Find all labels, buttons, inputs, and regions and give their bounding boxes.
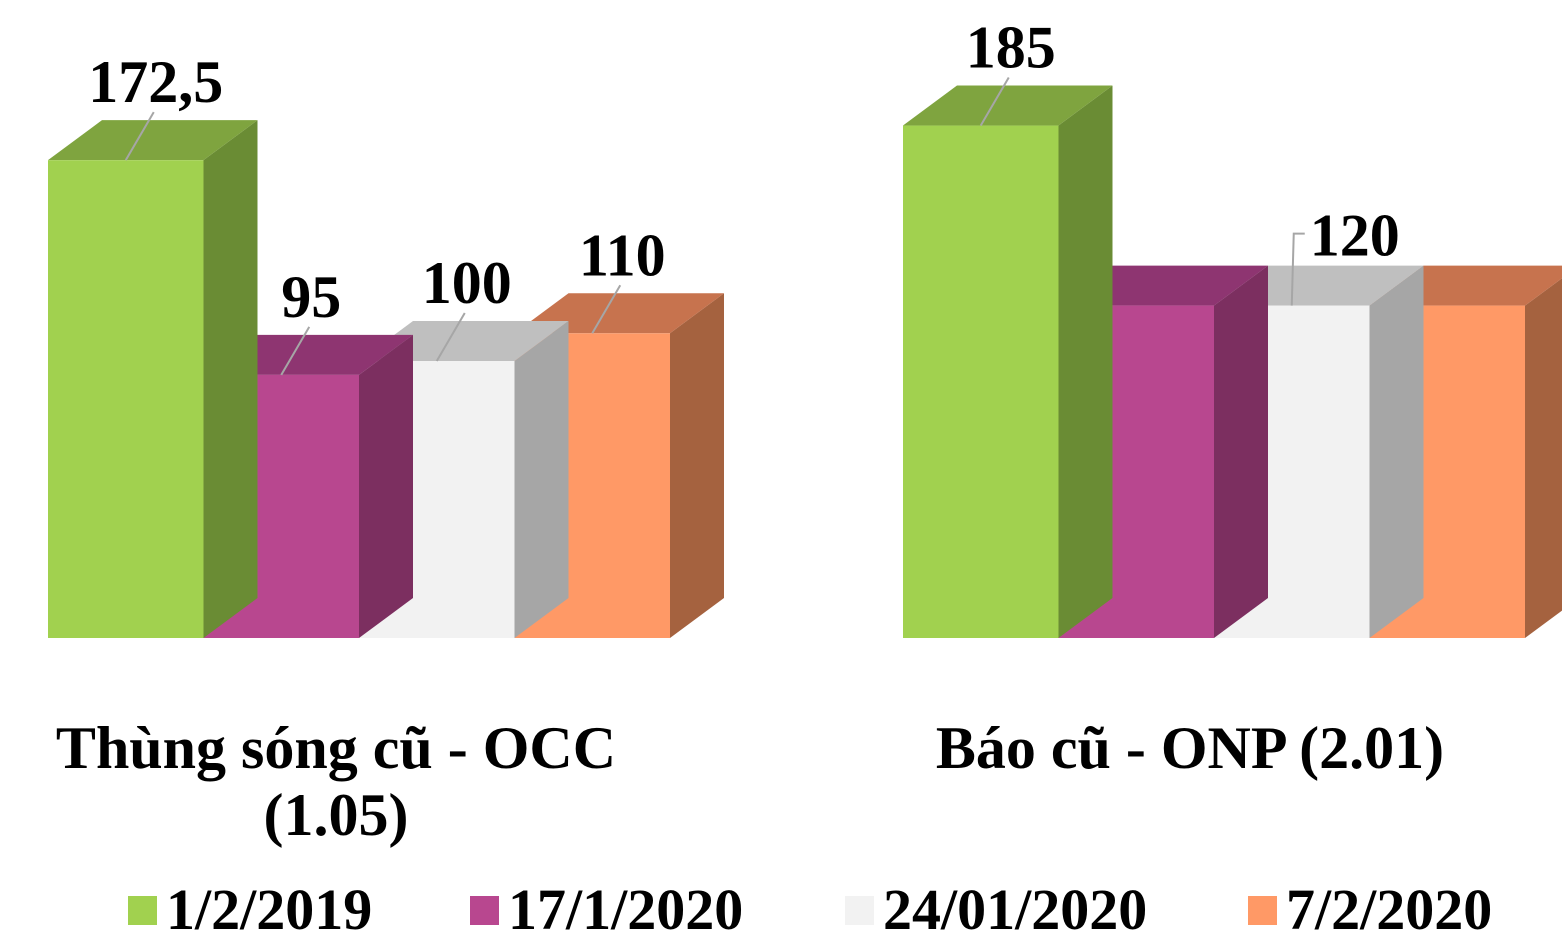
legend-swatch-1 — [128, 895, 157, 925]
bar-top-2-1 — [903, 85, 1113, 126]
legend-label-4: 7/2/2020 — [1286, 877, 1493, 942]
legend-label-3: 24/01/2020 — [883, 877, 1148, 942]
legend-item-3: 24/01/2020 — [845, 880, 1147, 940]
legend-item-1: 1/2/2019 — [128, 880, 372, 940]
category-label-1-line-1: Thùng sóng cũ - OCC — [56, 715, 616, 781]
bar-top-1-1 — [48, 120, 258, 161]
legend-item-2: 17/1/2020 — [470, 880, 743, 940]
bar-2-1 — [903, 125, 1059, 639]
legend-label-1: 1/2/2019 — [166, 877, 373, 942]
bar-side-2-2 — [1214, 265, 1268, 638]
leader-line-1-1 — [124, 111, 155, 161]
leader-line-1-3 — [435, 312, 466, 362]
bar-side-1-3 — [514, 321, 569, 638]
legend: 1/2/2019 17/1/2020 24/01/2020 7/2/2020 — [0, 880, 1562, 940]
data-label-1-4: 110 — [579, 222, 666, 288]
data-label-2-1: 185 — [966, 15, 1056, 81]
bar-side-2-4 — [1525, 278, 1562, 638]
category-label-2: Báo cũ - ONP (2.01) — [936, 715, 1444, 781]
data-label-1-2: 95 — [281, 264, 341, 330]
data-label-2-3: 120 — [1310, 203, 1400, 269]
legend-swatch-3 — [845, 895, 874, 925]
data-label-1-3: 100 — [422, 250, 512, 316]
bar-side-2-3 — [1369, 265, 1424, 638]
leader-line-1-4 — [591, 284, 622, 334]
leader-line-1-2 — [280, 326, 311, 376]
legend-swatch-2 — [470, 895, 499, 925]
data-label-1-1: 172,5 — [88, 49, 223, 115]
bar-side-1-4 — [670, 293, 724, 638]
legend-swatch-4 — [1248, 895, 1277, 925]
bar-chart: 110 100 95 172,5 Thùng sóng cũ - OCC(1.05) 12… — [48, 15, 1562, 848]
bar-1-1 — [48, 160, 204, 639]
legend-item-4: 7/2/2020 — [1248, 880, 1492, 940]
bar-side-2-1 — [1058, 85, 1113, 639]
leader-line-2-1 — [979, 77, 1010, 127]
bar-side-1-1 — [203, 120, 258, 639]
legend-label-2: 17/1/2020 — [508, 877, 744, 942]
leader-line-2-3 — [1290, 232, 1305, 306]
category-label-1-line-2: (1.05) — [264, 782, 409, 848]
bar-side-1-2 — [359, 334, 413, 638]
